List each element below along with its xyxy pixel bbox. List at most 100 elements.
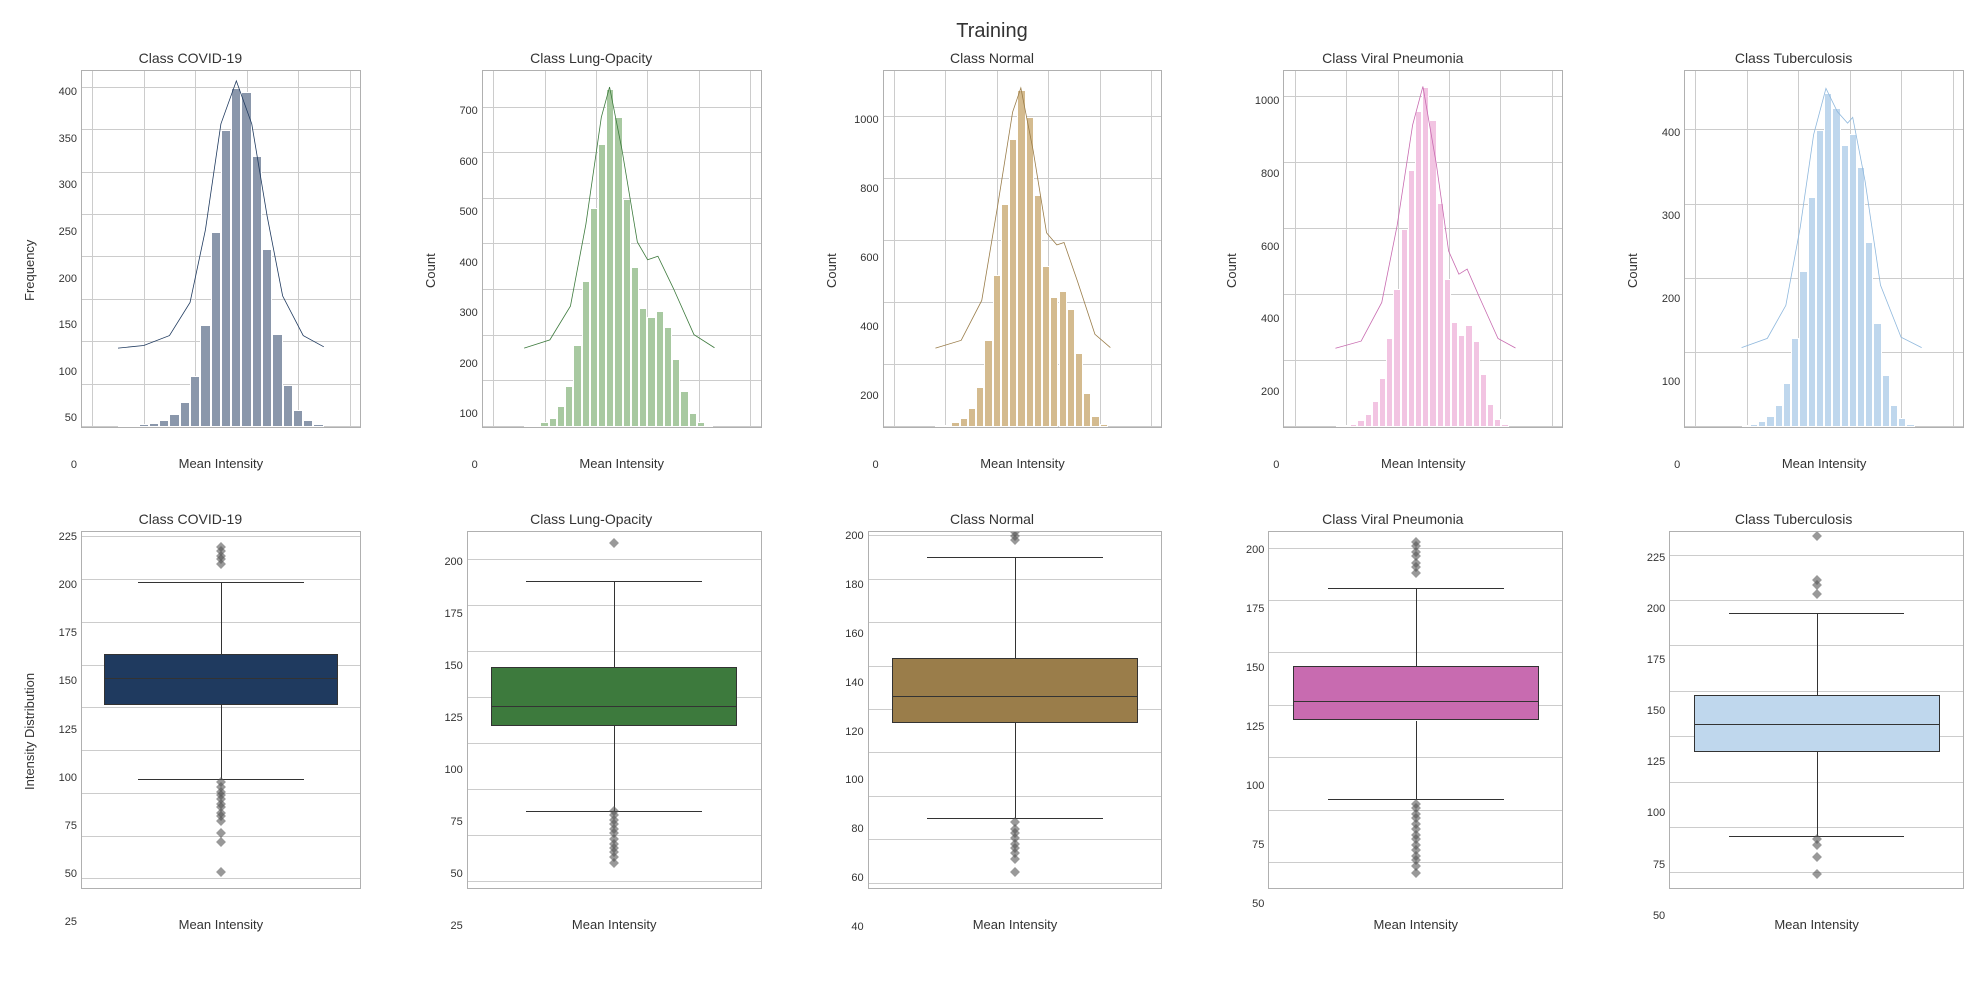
outlier [1812, 852, 1822, 862]
histogram-bar [1009, 139, 1017, 427]
histogram-bar [1816, 130, 1824, 427]
y-ticks: 10008006004002000 [841, 70, 883, 471]
histogram-bar [1849, 134, 1857, 427]
outlier [1812, 869, 1822, 879]
histogram-plot: 050100150200250 [1684, 70, 1964, 428]
y-axis-label: Count [822, 70, 841, 471]
histogram-bar [1465, 325, 1472, 427]
outlier [1812, 531, 1822, 541]
histogram-bar [1783, 383, 1791, 428]
histogram-bar [1857, 167, 1865, 427]
histogram-bar [252, 156, 262, 427]
boxplot-plot [1268, 531, 1563, 889]
histogram-bar [623, 199, 631, 427]
histogram-bar [1017, 90, 1025, 427]
histogram-bar [1873, 323, 1881, 427]
y-ticks: 400350300250200150100500 [39, 70, 81, 471]
outlier [1812, 589, 1822, 599]
histogram-bar [1408, 170, 1415, 427]
histogram-panel: Class TuberculosisCount40030020010000501… [1623, 50, 1964, 471]
histogram-bar [1393, 289, 1400, 427]
histogram-bar [1437, 203, 1444, 427]
x-ticks: 050100150200250 [1284, 427, 1562, 428]
histogram-bar [960, 418, 968, 427]
subplot-grid: Class COVID-19 Frequency40035030025020015… [20, 20, 1964, 932]
y-ticks: 10008006004002000 [1241, 70, 1283, 471]
figure: Training Class COVID-19 Frequency40035030… [20, 20, 1964, 962]
histogram-bar [1458, 335, 1465, 427]
histogram-panel: Class Normal Count10008006004002000050100… [822, 50, 1163, 471]
y-axis-label: Frequency [20, 70, 39, 471]
histogram-bar [1882, 375, 1890, 427]
y-ticks: 5075100125150175200225 [1627, 531, 1669, 932]
x-axis-label: Mean Intensity [883, 456, 1163, 471]
y-ticks: 7006005004003002001000 [440, 70, 482, 471]
histogram-bar [1379, 378, 1386, 427]
histogram-bar [190, 376, 200, 427]
histogram-bar [1444, 279, 1451, 427]
histogram-bar [1001, 204, 1009, 427]
y-ticks: 255075100125150175200225 [39, 531, 81, 932]
box [104, 654, 337, 705]
x-ticks: 050100150200250 [884, 427, 1162, 428]
histogram-bar [1026, 117, 1034, 427]
histogram-bar [1808, 197, 1816, 427]
histogram-bar [200, 325, 210, 427]
histogram-bar [1034, 195, 1042, 427]
histogram-bar [1422, 87, 1429, 427]
y-axis-label: Count [1623, 70, 1642, 471]
y-ticks: 5075100125150175200 [1226, 531, 1268, 932]
y-axis-label: Count [421, 70, 440, 471]
y-ticks: 4003002001000 [1642, 70, 1684, 471]
histogram-bar [211, 232, 221, 427]
x-ticks: 050100150200250 [1685, 427, 1963, 428]
histogram-bar [1429, 120, 1436, 427]
histogram-panel: Class Viral PneumoniaCount10008006004002… [1222, 50, 1563, 471]
histogram-bar [647, 317, 655, 427]
x-axis-label: Mean Intensity [868, 917, 1163, 932]
histogram-panel: Class COVID-19 Frequency40035030025020015… [20, 50, 361, 471]
histogram-bar [656, 311, 664, 427]
y-ticks: 255075100125150175200 [425, 531, 467, 932]
outlier [609, 539, 619, 549]
histogram-bar [672, 359, 680, 427]
histogram-bar [159, 420, 169, 427]
figure-suptitle: Training [20, 20, 1964, 43]
boxplot-plot [1669, 531, 1964, 889]
histogram-bar [639, 308, 647, 427]
panel-title: Class Normal [822, 50, 1163, 66]
outlier [216, 837, 226, 847]
histogram-bar [1898, 418, 1906, 427]
histogram-plot: 050100150200250 [81, 70, 361, 428]
histogram-bar [1799, 271, 1807, 427]
histogram-bar [614, 117, 622, 427]
histogram-bar [565, 386, 573, 427]
boxplot-panel: Class Viral Pneumonia5075100125150175200… [1222, 511, 1563, 932]
histogram-bar [1841, 145, 1849, 427]
histogram-bar [1415, 111, 1422, 427]
histogram-bar [976, 387, 984, 427]
histogram-bar [582, 281, 590, 427]
panel-title: Class Lung-Opacity [421, 511, 762, 527]
histogram-panel: Class Lung-OpacityCount70060050040030020… [421, 50, 762, 471]
histogram-bar [664, 327, 672, 427]
histogram-bar [1067, 309, 1075, 427]
histogram-bar [968, 408, 976, 427]
histogram-bar [993, 275, 1001, 427]
y-ticks: 406080100120140160180200 [826, 531, 868, 932]
x-axis-label: Mean Intensity [1684, 456, 1964, 471]
histogram-bar [180, 402, 190, 427]
x-axis-label: Mean Intensity [1669, 917, 1964, 932]
histogram-bar [283, 385, 293, 427]
histogram-bar [1401, 229, 1408, 427]
histogram-bar [631, 267, 639, 427]
histogram-bar [606, 89, 614, 427]
histogram-bar [1766, 416, 1774, 427]
panel-title: Class COVID-19 [20, 50, 361, 66]
y-axis-label: Count [1222, 70, 1241, 471]
histogram-bar [1480, 374, 1487, 427]
histogram-bar [1473, 341, 1480, 427]
y-axis-label: Intensity Distribution [20, 531, 39, 932]
panel-title: Class Normal [822, 511, 1163, 527]
x-axis-label: Mean Intensity [482, 456, 762, 471]
